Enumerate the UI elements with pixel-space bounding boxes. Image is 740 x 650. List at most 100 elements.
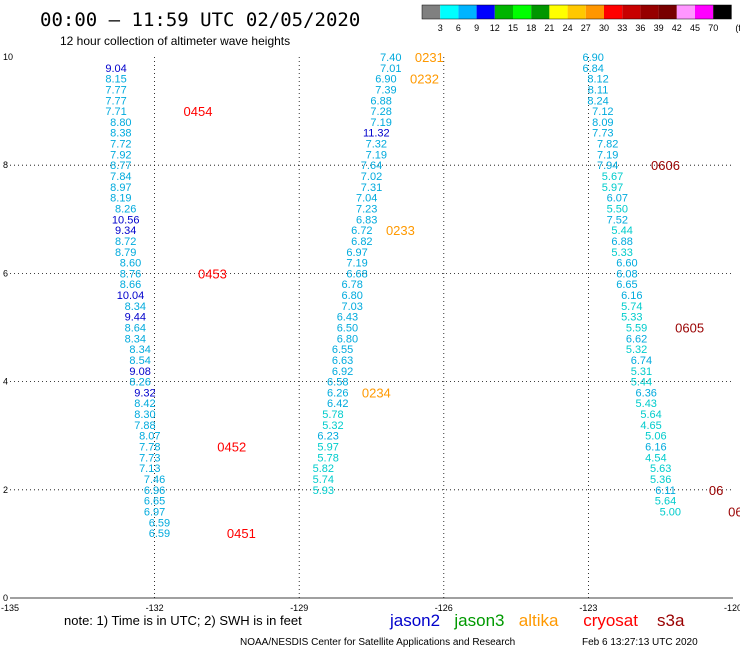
chart-title: 00:00 – 11:59 UTC 02/05/2020 (40, 9, 360, 31)
wave-height-label: 7.13 (139, 463, 160, 475)
time-label: 0605 (675, 321, 704, 336)
legend-jason3: jason3 (453, 611, 504, 630)
wave-height-label: 6.55 (332, 344, 353, 356)
y-tick-label: 10 (3, 52, 13, 62)
wave-height-label: 7.88 (134, 420, 155, 432)
wave-height-label: 6.80 (342, 290, 363, 302)
colorbar-tick-label: 21 (544, 23, 554, 33)
wave-height-label: 7.19 (366, 149, 387, 161)
wave-height-label: 8.64 (125, 323, 146, 335)
wave-height-label: 6.36 (636, 387, 657, 399)
legend-altika: altika (519, 611, 559, 630)
wave-height-label: 6.07 (607, 193, 628, 205)
wave-height-label: 5.06 (645, 431, 666, 443)
wave-height-label: 6.72 (351, 225, 372, 237)
colorbar-tick-label: 27 (581, 23, 591, 33)
wave-height-label: 6.62 (626, 333, 647, 345)
colorbar-tick-label: 42 (672, 23, 682, 33)
colorbar-swatch (658, 5, 677, 19)
wave-height-label: 8.24 (587, 95, 608, 107)
wave-height-label: 6.16 (645, 442, 666, 454)
wave-height-label: 6.92 (332, 366, 353, 378)
wave-height-label: 7.72 (110, 139, 131, 151)
wave-height-label: 6.59 (149, 517, 170, 529)
wave-height-label: 6.88 (370, 95, 391, 107)
y-tick-label: 2 (3, 485, 8, 495)
colorbar-swatch (458, 5, 477, 19)
wave-height-label: 6.26 (327, 387, 348, 399)
colorbar-tick-label: 18 (526, 23, 536, 33)
wave-height-label: 7.94 (597, 160, 618, 172)
wave-height-label: 8.19 (110, 193, 131, 205)
wave-height-label: 9.08 (129, 366, 150, 378)
colorbar-swatch (476, 5, 495, 19)
wave-height-label: 6.88 (611, 236, 632, 248)
colorbar-swatch (422, 5, 441, 19)
wave-height-label: 5.64 (655, 496, 676, 508)
time-label: 06 (709, 483, 723, 498)
colorbar-tick-label: 15 (508, 23, 518, 33)
wave-height-label: 5.74 (621, 301, 642, 313)
wave-height-label: 10.04 (117, 290, 145, 302)
colorbar-swatch (513, 5, 532, 19)
wave-height-label: 8.34 (125, 333, 146, 345)
footer-credit: NOAA/NESDIS Center for Satellite Applica… (240, 637, 515, 648)
wave-height-label: 7.03 (342, 301, 363, 313)
colorbar-tick-label: 9 (474, 23, 479, 33)
footer-timestamp: Feb 6 13:27:13 UTC 2020 (582, 637, 698, 648)
footer-note: note: 1) Time is in UTC; 2) SWH is in fe… (64, 613, 302, 628)
x-tick-label: -135 (1, 603, 19, 613)
colorbar-tick-label: 3 (438, 23, 443, 33)
satellite-legend: jason2 jason3 altika cryosat s3a (389, 611, 685, 630)
wave-height-label: 6.97 (144, 506, 165, 518)
wave-height-label: 5.00 (660, 506, 681, 518)
wave-height-label: 7.39 (375, 84, 396, 96)
wave-height-label: 7.02 (361, 171, 382, 183)
wave-height-label: 7.73 (139, 452, 160, 464)
wave-height-label: 6.42 (327, 398, 348, 410)
colorbar-swatch (567, 5, 586, 19)
series-altika: 7.407.016.907.396.887.287.1911.327.327.1… (313, 50, 444, 497)
wave-height-label: 8.26 (115, 203, 136, 215)
wave-height-label: 7.77 (105, 84, 126, 96)
y-tick-label: 4 (3, 377, 8, 387)
wave-height-label: 6.90 (583, 52, 604, 64)
wave-height-label: 6.59 (149, 528, 170, 540)
time-label: 0231 (415, 50, 444, 65)
colorbar-swatch (676, 5, 695, 19)
wave-height-label: 6.65 (144, 496, 165, 508)
wave-height-label: 5.33 (621, 312, 642, 324)
wave-height-label: 7.64 (361, 160, 382, 172)
wave-height-label: 8.77 (110, 160, 131, 172)
wave-height-label: 5.36 (650, 474, 671, 486)
colorbar-unit: (ft) (735, 23, 740, 33)
wave-height-label: 5.32 (626, 344, 647, 356)
wave-height-label: 4.65 (640, 420, 661, 432)
wave-height-label: 6.82 (351, 236, 372, 248)
wave-height-label: 7.77 (105, 95, 126, 107)
wave-height-label: 7.32 (366, 139, 387, 151)
time-label: 06 (728, 504, 740, 519)
colorbar-swatch (585, 5, 604, 19)
wave-height-label: 8.38 (110, 128, 131, 140)
wave-height-label: 5.78 (322, 409, 343, 421)
wave-height-label: 7.82 (597, 139, 618, 151)
wave-height-label: 8.07 (139, 431, 160, 443)
wave-height-label: 5.44 (631, 377, 652, 389)
wave-height-label: 6.50 (337, 323, 358, 335)
wave-height-label: 7.73 (592, 128, 613, 140)
colorbar-swatch (549, 5, 568, 19)
wave-height-label: 6.16 (621, 290, 642, 302)
wave-height-label: 6.84 (583, 63, 604, 75)
data-marks: 9.048.157.777.777.718.808.387.727.928.77… (105, 50, 740, 541)
wave-height-label: 8.11 (588, 84, 609, 96)
wave-height-label: 5.74 (313, 474, 334, 486)
colorbar-tick-label: 30 (599, 23, 609, 33)
wave-height-label: 8.80 (110, 117, 131, 129)
wave-height-label: 7.92 (110, 149, 131, 161)
wave-height-label: 8.54 (129, 355, 150, 367)
wave-height-label: 5.78 (317, 452, 338, 464)
wave-height-label: 9.44 (125, 312, 146, 324)
